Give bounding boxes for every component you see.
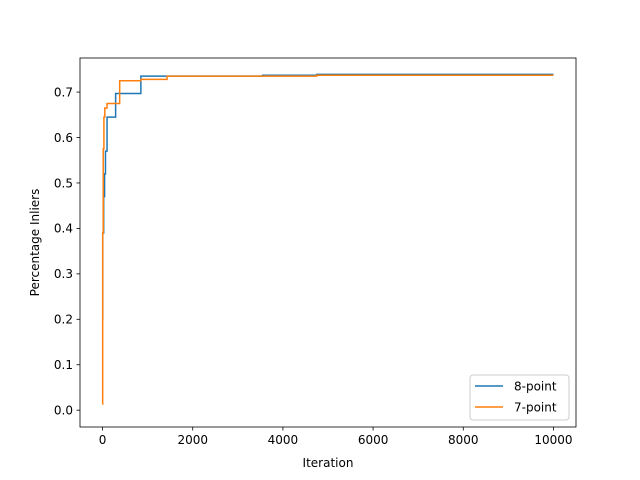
y-tick-label: 0.6 bbox=[54, 131, 73, 145]
x-tick-label: 4000 bbox=[268, 433, 299, 447]
axes-frame bbox=[79, 57, 577, 428]
legend-label-7-point: 7-point bbox=[514, 400, 557, 414]
x-tick-label: 0 bbox=[99, 433, 107, 447]
x-tick-label: 8000 bbox=[448, 433, 479, 447]
x-axis-ticks: 0 2000 4000 6000 8000 10000 bbox=[99, 427, 573, 447]
y-tick-label: 0.1 bbox=[54, 358, 73, 372]
y-tick-label: 0.3 bbox=[54, 267, 73, 281]
series-line-7-point bbox=[101, 74, 554, 406]
legend: 8-point 7-point bbox=[469, 374, 570, 421]
x-tick-label: 6000 bbox=[358, 433, 389, 447]
series-layer bbox=[101, 73, 554, 406]
y-axis-ticks: 0.0 0.1 0.2 0.3 0.4 0.5 0.6 0.7 bbox=[54, 85, 80, 417]
y-axis-label: Percentage Inliers bbox=[28, 189, 42, 297]
y-tick-label: 0.5 bbox=[54, 176, 73, 190]
y-tick-label: 0.0 bbox=[54, 403, 73, 417]
y-tick-label: 0.2 bbox=[54, 313, 73, 327]
x-axis-label: Iteration bbox=[303, 456, 354, 470]
y-tick-label: 0.4 bbox=[54, 222, 73, 236]
plot-area bbox=[80, 58, 576, 427]
y-tick-label: 0.7 bbox=[54, 85, 73, 99]
x-tick-label: 10000 bbox=[534, 433, 572, 447]
legend-label-8-point: 8-point bbox=[514, 379, 557, 393]
x-tick-label: 2000 bbox=[177, 433, 208, 447]
